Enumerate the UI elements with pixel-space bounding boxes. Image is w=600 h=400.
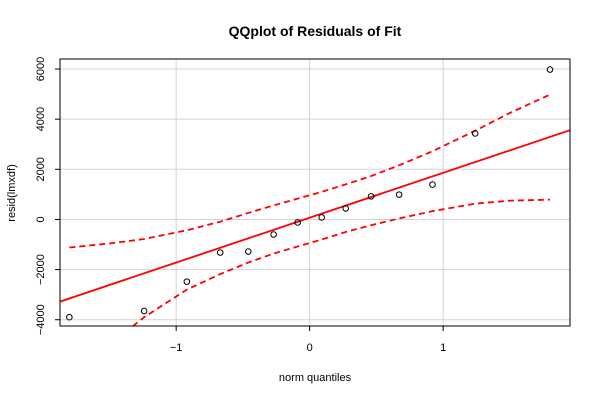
x-tick-label: 0 (307, 342, 313, 354)
fit-line-group (60, 129, 570, 303)
data-point (395, 191, 403, 198)
data-point (244, 248, 252, 255)
y-tick-label: 2000 (35, 157, 47, 181)
y-axis-label: resid(lmxdf) (6, 164, 18, 221)
data-point (367, 193, 375, 200)
data-point (66, 313, 73, 321)
data-point (294, 219, 301, 226)
x-tick-label: −1 (170, 342, 183, 354)
data-point (270, 231, 277, 238)
data-points (66, 66, 554, 321)
y-tick-label: 0 (35, 216, 47, 222)
grid (60, 59, 570, 326)
data-point (429, 181, 436, 188)
data-point (471, 130, 479, 137)
confidence-band-upper (69, 93, 551, 249)
y-tick-label: −4000 (35, 304, 47, 335)
chart-title: QQplot of Residuals of Fit (229, 23, 402, 39)
plot-frame (59, 58, 571, 327)
fit-line (60, 129, 570, 303)
y-tick-label: 4000 (35, 107, 47, 131)
data-point (546, 66, 554, 73)
y-axis: −4000 −2000 0 2000 4000 6000 (35, 57, 60, 335)
x-axis: −1 0 1 (170, 326, 446, 354)
data-point (183, 278, 191, 285)
y-tick-label: 6000 (35, 57, 47, 81)
y-tick-label: −2000 (35, 254, 47, 285)
confidence-band-lower (131, 198, 550, 326)
x-axis-label: norm quantiles (279, 372, 352, 384)
x-tick-label: 1 (440, 342, 446, 354)
confidence-band (69, 93, 551, 326)
data-point (318, 214, 325, 221)
data-point (342, 205, 350, 212)
data-point (140, 307, 148, 315)
data-point (216, 249, 224, 256)
